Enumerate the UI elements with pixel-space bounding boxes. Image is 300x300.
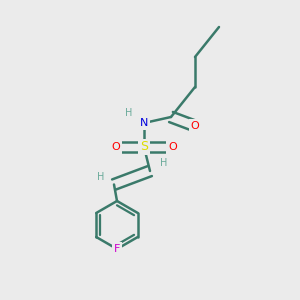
Text: H: H (97, 172, 104, 182)
Text: F: F (114, 244, 120, 254)
Text: N: N (140, 118, 148, 128)
Text: O: O (190, 121, 200, 131)
Text: H: H (125, 107, 133, 118)
Text: O: O (168, 142, 177, 152)
Text: S: S (140, 140, 148, 154)
Text: O: O (111, 142, 120, 152)
Text: H: H (160, 158, 167, 169)
